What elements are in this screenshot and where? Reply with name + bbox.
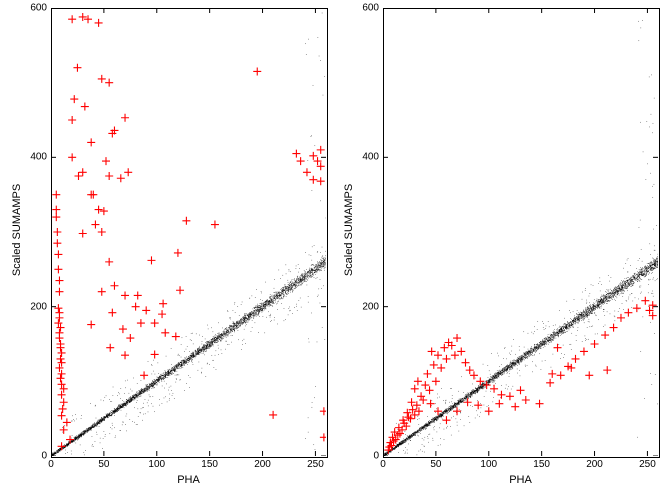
figure-root: 0 50 100 150 200 250 0 200 400 600 PHA Scaled SUMAM… — [0, 0, 672, 503]
red-plus-markers — [384, 297, 656, 454]
xtick-label: 0 — [380, 459, 386, 470]
ytick-label: 200 — [353, 301, 379, 312]
xtick-label: 100 — [480, 459, 497, 470]
xtick-label: 200 — [586, 459, 603, 470]
ytick-label: 0 — [353, 451, 379, 462]
main-band — [383, 256, 658, 456]
xtick-label: 250 — [639, 459, 656, 470]
panel-right: 0 50 100 150 200 250 0 200 400 600 PHA Scaled SUMAM… — [0, 0, 672, 503]
ytick-label: 400 — [353, 152, 379, 163]
x-axis-label: PHA — [383, 474, 658, 486]
sparse-dots — [394, 20, 658, 455]
xtick-label: 50 — [430, 459, 441, 470]
xtick-label: 150 — [533, 459, 550, 470]
plot-svg — [383, 8, 658, 456]
y-axis-label: Scaled SUMAMPS — [343, 6, 355, 454]
ytick-label: 600 — [353, 3, 379, 14]
